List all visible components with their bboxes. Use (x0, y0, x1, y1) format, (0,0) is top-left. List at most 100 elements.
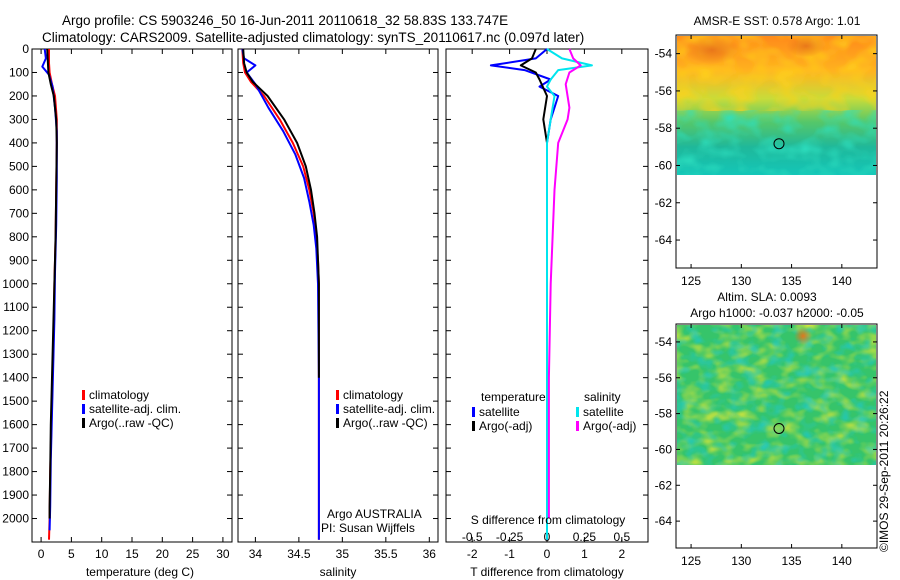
sla-map-title: Altim. SLA: 0.0093 (717, 290, 817, 304)
temperature-legend-label: climatology (89, 388, 149, 402)
sla-field (677, 325, 876, 465)
difference-xtick-label: 0 (544, 547, 551, 561)
difference-legend: temperaturesatelliteArgo(-adj)salinitysa… (472, 390, 636, 433)
temperature-panel: 0100200300400500600700800900100011001200… (2, 42, 233, 579)
salinity-difference-tick-label: -0.25 (496, 530, 524, 544)
difference-series-salinity-argo-adj- (547, 48, 582, 519)
figure-title-line2: Climatology: CARS2009. Satellite-adjuste… (42, 30, 584, 45)
sst-field (677, 35, 876, 175)
salinity-panel: 34 34.5 35 35.5 36 climatologysatellite-adj.… (237, 48, 439, 579)
depth-tick-label: 1200 (2, 324, 29, 338)
temperature-legend-swatch (82, 390, 85, 400)
temperature-xtick-label: 10 (95, 547, 109, 561)
salinity-series-argo-raw-qc- (242, 48, 320, 378)
sla-ytick-label: -54 (655, 335, 673, 349)
temperature-plot-area (31, 48, 233, 543)
salinity-lines (241, 48, 320, 540)
float-operator-label: Argo AUSTRALIA (327, 507, 422, 521)
salinity-diff-legend-label: satellite (583, 405, 624, 419)
difference-xtick-label: -1 (504, 547, 515, 561)
sst-axes: 125 130 135 140 -54 -56 -58 -60 -62 -64 (655, 35, 877, 288)
difference-lines (489, 48, 593, 540)
sst-argo-marker (773, 138, 785, 150)
salinity-axes: 34 34.5 35 35.5 36 (238, 48, 438, 561)
temperature-legend-swatch (82, 404, 85, 414)
sst-ytick-label: -60 (655, 158, 673, 172)
depth-tick-label: 500 (9, 159, 29, 173)
sla-ytick-label: -64 (655, 514, 673, 528)
salinity-legend-label: climatology (343, 388, 403, 402)
salinity-xtick-label: 36 (423, 547, 437, 561)
depth-tick-label: 300 (9, 112, 29, 126)
salinity-xtick-label: 35 (336, 547, 350, 561)
float-pi-label: PI: Susan Wijffels (321, 521, 415, 535)
temperature-xtick-label: 20 (156, 547, 170, 561)
depth-tick-label: 1000 (2, 277, 29, 291)
sst-ytick-label: -56 (655, 84, 673, 98)
depth-tick-label: 800 (9, 230, 29, 244)
salinity-xlabel: salinity (320, 565, 357, 579)
sla-xtick-label: 140 (832, 554, 852, 568)
difference-xtick-label: 1 (581, 547, 588, 561)
depth-tick-label: 1300 (2, 347, 29, 361)
depth-tick-label: 1600 (2, 418, 29, 432)
sla-xtick-label: 135 (782, 554, 802, 568)
depth-tick-label: 100 (9, 65, 29, 79)
temperature-axes: 0100200300400500600700800900100011001200… (2, 42, 232, 561)
difference-xtick-label: 2 (618, 547, 625, 561)
depth-tick-label: 700 (9, 206, 29, 220)
salinity-legend-swatch (336, 390, 339, 400)
salinity-legend-label: Argo(..raw -QC) (343, 416, 428, 430)
depth-tick-label: 1400 (2, 371, 29, 385)
difference-xtick-label: -2 (467, 547, 478, 561)
temperature-diff-legend-label: Argo(-adj) (479, 419, 532, 433)
temperature-legend-label: satellite-adj. clim. (89, 402, 181, 416)
salinity-xtick-label: 34.5 (287, 547, 311, 561)
temperature-xtick-label: 0 (38, 547, 45, 561)
salinity-difference-label: S difference from climatology (471, 513, 626, 527)
sst-xtick-label: 130 (731, 274, 751, 288)
temperature-diff-legend-swatch (472, 421, 475, 431)
salinity-diff-legend-label: Argo(-adj) (583, 419, 636, 433)
difference-axes: -2 -1 0 1 2-0.5 -0.25 0 0.25 0.5 (446, 48, 648, 561)
sst-map-panel: AMSR-E SST: 0.578 Argo: 1.01 125 130 135 14… (655, 14, 878, 288)
sla-cyan-patches (677, 325, 876, 465)
salinity-difference-tick-label: 0.5 (613, 530, 630, 544)
sst-map-title: AMSR-E SST: 0.578 Argo: 1.01 (694, 14, 861, 28)
salinity-difference-tick-label: -0.5 (462, 530, 483, 544)
figure-title-line1: Argo profile: CS 5903246_50 16-Jun-2011 … (62, 13, 508, 28)
difference-panel: -2 -1 0 1 2-0.5 -0.25 0 0.25 0.5 temperaturesate… (445, 48, 649, 579)
difference-series-salinity-satellite (546, 48, 593, 540)
sst-cool-patches (677, 110, 876, 175)
depth-tick-label: 0 (22, 42, 29, 56)
sla-xtick-label: 130 (731, 554, 751, 568)
sla-axes: 125 130 135 140 -54 -56 -58 -60 -62 -64 (655, 324, 877, 568)
depth-tick-label: 1800 (2, 465, 29, 479)
sst-ytick-label: -58 (655, 121, 673, 135)
salinity-xtick-label: 35.5 (374, 547, 398, 561)
sst-hot-spot-1 (684, 36, 740, 64)
sla-ytick-label: -56 (655, 371, 673, 385)
temperature-xtick-label: 15 (125, 547, 139, 561)
sla-hot-spot (794, 327, 812, 345)
sla-map-subtitle: Argo h1000: -0.037 h2000: -0.05 (690, 306, 864, 320)
temperature-diff-legend-label: satellite (479, 405, 520, 419)
sla-ytick-label: -60 (655, 442, 673, 456)
depth-tick-label: 1900 (2, 488, 29, 502)
sst-ytick-label: -62 (655, 196, 673, 210)
depth-tick-label: 2000 (2, 512, 29, 526)
depth-tick-label: 900 (9, 253, 29, 267)
salinity-plot-area (237, 48, 439, 543)
sst-xtick-label: 125 (681, 274, 701, 288)
sst-xtick-label: 140 (832, 274, 852, 288)
temperature-xtick-label: 5 (68, 547, 75, 561)
salinity-diff-legend-swatch (576, 407, 579, 417)
temperature-series-argo-raw-qc- (46, 48, 58, 519)
sla-ytick-label: -58 (655, 407, 673, 421)
temperature-xtick-label: 25 (186, 547, 200, 561)
salinity-diff-legend-swatch (576, 421, 579, 431)
sst-xtick-label: 135 (782, 274, 802, 288)
